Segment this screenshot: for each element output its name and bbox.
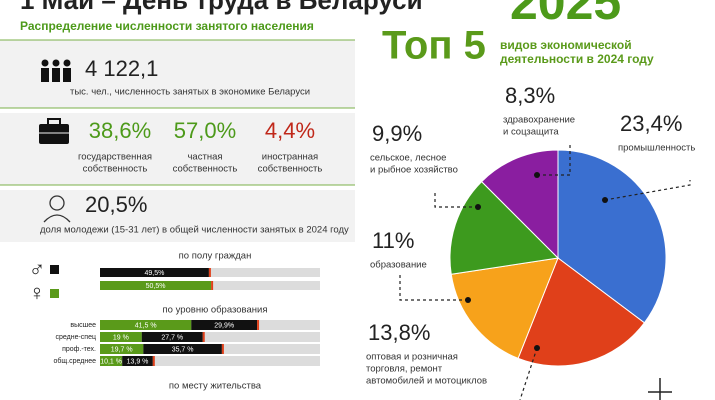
value-label: 19,7 % (111, 346, 133, 353)
total-caption: тыс. чел., численность занятых в экономи… (70, 87, 310, 98)
value-label: 49,5% (145, 270, 165, 277)
legend-swatch (50, 289, 59, 298)
category-label: общ.среднее (54, 357, 97, 365)
bar-end (208, 268, 211, 277)
value-label: 23,4% (620, 111, 682, 136)
chart-title: по уровню образования (163, 305, 268, 316)
leader-dot (465, 297, 471, 303)
value-label: 8,3% (505, 83, 555, 108)
pie-subtitle: деятельности в 2024 году (500, 52, 654, 66)
briefcase-icon (39, 118, 69, 144)
youth-value: 20,5% (85, 192, 147, 217)
bar-segment (122, 356, 153, 366)
leader-line (604, 180, 691, 201)
bar-end (202, 332, 205, 342)
category-label: здравохранение (503, 115, 575, 126)
lamp-icon (648, 378, 672, 400)
ownership-label: собственность (83, 164, 148, 175)
value-label: 41,5 % (135, 322, 157, 329)
value-label: 13,8% (368, 320, 430, 345)
value-label: 9,9% (372, 121, 422, 146)
category-label: и соцзащита (503, 127, 559, 138)
bar-segment (100, 332, 142, 342)
bar-end (152, 356, 155, 366)
leader-dot (475, 204, 481, 210)
bar-segment (143, 344, 222, 354)
category-label: средне-спец (56, 334, 97, 341)
bar-end (221, 344, 224, 354)
pie-slice (557, 149, 667, 324)
leader-line (399, 275, 468, 301)
total-value: 4 122,1 (85, 56, 158, 81)
chart-title: по полу граждан (179, 251, 252, 262)
value-label: 50,5% (146, 283, 166, 290)
bar-segment (100, 356, 123, 366)
header-year: 2025 (510, 0, 621, 30)
bar-segment (141, 332, 203, 342)
panel (0, 190, 355, 242)
people-icon (41, 59, 71, 82)
value-label: 11% (372, 228, 414, 253)
bar-segment (100, 344, 144, 354)
category-symbol: ♂ (29, 256, 46, 281)
category-label: и рыбное хозяйство (370, 165, 458, 176)
bar-end (211, 281, 214, 290)
bar-segment (100, 320, 192, 330)
leader-dot (534, 172, 540, 178)
person-icon (43, 195, 71, 223)
ownership-label: иностранная (262, 152, 318, 163)
category-symbol: ♀ (29, 280, 46, 305)
youth-caption: доля молодежи (15-31 лет) в общей числен… (40, 225, 349, 236)
value-label: 10,1 % (100, 358, 122, 365)
category-label: торговля, ремонт (366, 364, 443, 375)
value-label: 13,9 % (127, 358, 149, 365)
ownership-value: 38,6% (89, 118, 151, 143)
value-label: 27,7 % (161, 334, 183, 341)
bar-end (257, 320, 260, 330)
bar-segment (191, 320, 258, 330)
bar-track (100, 332, 320, 342)
pie-subtitle: видов экономической (500, 38, 632, 52)
category-label: высшее (70, 322, 96, 329)
category-label: промышленность (618, 143, 695, 154)
leader-line (537, 145, 571, 176)
value-label: 35,7 % (172, 346, 194, 353)
category-label: сельское, лесное (370, 153, 446, 164)
leader-dot (602, 197, 608, 203)
bar (100, 281, 212, 290)
leader-line (434, 190, 478, 208)
leader-dot (534, 345, 540, 351)
residence-title: по месту жительства (169, 381, 262, 392)
legend-swatch (50, 265, 59, 274)
ownership-value: 57,0% (174, 118, 236, 143)
pie-slice (517, 257, 646, 367)
section-title: Распределение численности занятого насел… (20, 19, 314, 33)
value-label: 19 % (113, 334, 129, 341)
ownership-value: 4,4% (265, 118, 315, 143)
category-label: оптовая и розничная (366, 352, 458, 363)
bar (100, 268, 209, 277)
ownership-label: государственная (78, 152, 152, 163)
bar-track (100, 356, 320, 366)
pie-title: Топ 5 (382, 24, 486, 68)
category-label: автомобилей и мотоциклов (366, 376, 487, 387)
category-label: образование (370, 260, 427, 271)
ownership-label: собственность (173, 164, 238, 175)
header-title: 1 Май – День труда в Беларуси (20, 0, 423, 15)
pie-slice (450, 257, 559, 360)
category-label: проф.-тех. (62, 346, 96, 353)
ownership-label: частная (187, 152, 222, 163)
ownership-label: собственность (258, 164, 323, 175)
value-label: 29,9% (214, 322, 234, 329)
